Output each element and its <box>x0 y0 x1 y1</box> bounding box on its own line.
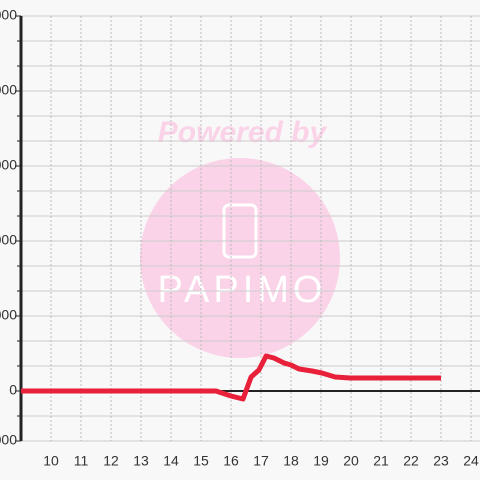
x-tick-label: 10 <box>43 453 59 469</box>
x-tick-label: 13 <box>133 453 149 469</box>
x-tick-label: 16 <box>223 453 239 469</box>
x-tick-label: 19 <box>313 453 329 469</box>
watermark-text: Powered by <box>158 116 328 149</box>
y-tick-label: 120,000 <box>0 82 17 98</box>
data-line <box>21 353 441 402</box>
x-tick-label: 14 <box>163 453 179 469</box>
y-tick-label: 30,000 <box>0 307 17 323</box>
x-tick-label: 17 <box>253 453 269 469</box>
x-tick-label: 22 <box>403 453 419 469</box>
watermark-icon <box>222 203 258 259</box>
x-tick-label: 11 <box>74 453 89 469</box>
x-tick-label: 23 <box>433 453 449 469</box>
x-tick-label: 15 <box>193 453 209 469</box>
x-tick-label: 20 <box>343 453 359 469</box>
x-tick-label: 24 <box>463 453 479 469</box>
watermark: Powered by PAPIMO <box>140 116 340 358</box>
y-tick-label: 150,000 <box>0 7 17 23</box>
y-tick-label: 90,000 <box>0 157 17 173</box>
y-tick-label: 0 <box>9 382 17 398</box>
watermark-logo: PAPIMO <box>158 269 327 311</box>
x-tick-label: 12 <box>103 453 119 469</box>
y-tick-label: 60,000 <box>0 232 17 248</box>
x-tick-label: 18 <box>283 453 299 469</box>
y-tick-label: -20,000 <box>0 432 17 448</box>
x-tick-label: 21 <box>373 453 389 469</box>
